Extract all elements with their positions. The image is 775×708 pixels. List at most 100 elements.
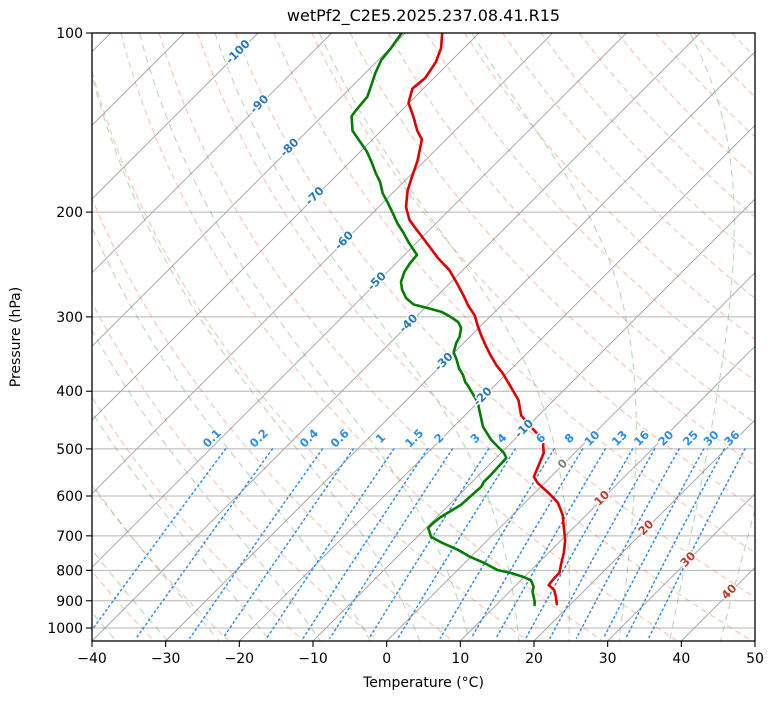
mixing-ratio-label: 2	[431, 430, 447, 446]
mixing-ratio-label: 25	[680, 428, 701, 449]
mixing-ratio-label: 0.1	[200, 426, 224, 450]
x-tick-label: 10	[451, 651, 469, 667]
x-tick-label: −40	[77, 651, 107, 667]
dry-adiabat-line	[616, 33, 755, 178]
mixing-ratio-line	[135, 448, 274, 639]
mixing-ratio-line	[647, 448, 746, 639]
isotherm-label: -30	[431, 349, 456, 374]
x-tick-label: −10	[298, 651, 328, 667]
mixing-ratio-label: 1.5	[402, 426, 426, 450]
dry-adiabat-line	[120, 33, 602, 641]
dry-adiabat-line	[731, 33, 755, 58]
dry-adiabat-line	[770, 33, 775, 640]
dewpoint-curve	[350, 33, 536, 607]
mixing-ratio-line	[302, 448, 429, 639]
mixing-ratio-label: 1	[373, 430, 389, 446]
moist-adiabat-line	[318, 33, 571, 641]
moist-adiabat-line	[92, 328, 321, 641]
mixing-ratio-label: 0.2	[247, 426, 271, 450]
mixing-ratio-lines	[92, 448, 746, 639]
x-tick-label: 30	[599, 651, 617, 667]
y-axis-label: Pressure (hPa)	[8, 286, 24, 388]
x-axis-label: Temperature (°C)	[363, 675, 484, 691]
isotherm-label: -20	[470, 384, 495, 409]
mixing-ratio-label: 36	[721, 428, 742, 449]
y-tick-label: 300	[56, 310, 83, 326]
dry-adiabat-line	[92, 68, 527, 641]
isotherm-line	[459, 345, 755, 641]
mixing-ratio-label: 16	[631, 428, 652, 449]
mixing-ratio-line	[495, 448, 607, 639]
dry-adiabat-line	[273, 33, 755, 554]
isotherm-line	[92, 33, 554, 495]
y-tick-label: 600	[56, 489, 83, 505]
mixing-ratio-line	[525, 448, 634, 639]
isotherm-label: 10	[591, 487, 612, 508]
mixing-ratio-line	[368, 448, 490, 639]
isotherm-line	[607, 492, 755, 641]
isotherm-label: -70	[302, 184, 327, 209]
isotherm-line	[92, 33, 333, 274]
mixing-ratio-label: 10	[581, 428, 602, 449]
dry-adiabat-line	[158, 33, 677, 641]
isotherm-label: -40	[396, 311, 421, 336]
isotherm-label: -60	[331, 228, 356, 253]
x-tick-label: 40	[672, 651, 690, 667]
isotherm-line	[92, 33, 627, 569]
mixing-ratio-line	[602, 448, 705, 639]
temperature-curve	[404, 33, 567, 606]
isotherm-line	[754, 640, 755, 641]
moist-adiabat-line	[719, 508, 755, 641]
dry-adiabat-line	[502, 33, 755, 299]
isotherm-line	[533, 419, 755, 641]
dry-adiabat-line	[655, 33, 755, 138]
moist-adiabat-line	[92, 483, 220, 641]
dry-adiabat-line	[92, 196, 453, 641]
dry-adiabat-line	[92, 301, 378, 641]
mixing-ratio-line	[549, 448, 656, 639]
x-tick-label: 20	[525, 651, 543, 667]
mixing-ratio-line	[92, 448, 227, 632]
isotherm-label: -90	[247, 92, 272, 117]
mixing-ratio-label: 30	[700, 428, 721, 449]
dry-adiabat-line	[234, 33, 755, 599]
mixing-ratio-line	[470, 448, 584, 639]
dry-adiabat-line	[196, 33, 751, 641]
moist-adiabat-line	[669, 33, 735, 641]
y-tick-label: 500	[56, 442, 83, 458]
isotherm-label: 30	[677, 549, 698, 570]
isotherm-label: -100	[223, 37, 253, 67]
isotherm-line	[238, 124, 755, 641]
dry-adiabat-line	[693, 33, 755, 98]
y-tick-label: 800	[56, 563, 83, 579]
isotherm-line	[680, 566, 755, 641]
x-tick-label: −30	[151, 651, 181, 667]
isotherm-line	[312, 198, 755, 641]
moist-adiabat-line	[138, 33, 470, 641]
mixing-ratio-line	[625, 448, 726, 639]
mixing-ratio-label: 13	[609, 428, 630, 449]
isotherm-label: 0	[555, 456, 571, 472]
mixing-ratio-line	[266, 448, 395, 639]
isotherm-line	[92, 33, 480, 421]
x-tick-label: 0	[382, 651, 391, 667]
dry-adiabat-line	[92, 484, 229, 641]
mixing-ratio-line	[439, 448, 555, 639]
plot-border	[91, 32, 756, 642]
dry-adiabat-line	[311, 33, 755, 510]
dry-adiabat-line	[387, 33, 755, 424]
y-tick-label: 200	[56, 205, 83, 221]
moist-adiabat-line	[471, 33, 637, 641]
isotherm-label: -80	[277, 135, 302, 160]
isotherm-line	[92, 33, 259, 200]
y-tick-label: 1000	[47, 621, 83, 637]
mixing-ratio-label: 0.6	[328, 426, 352, 450]
moist-adiabat-line	[92, 411, 271, 641]
isotherm-line	[386, 271, 755, 641]
dry-adiabat-line	[349, 33, 755, 467]
isotherm-label: 20	[635, 517, 656, 538]
isotherm-line	[165, 50, 755, 641]
x-tick-label: 50	[746, 651, 764, 667]
